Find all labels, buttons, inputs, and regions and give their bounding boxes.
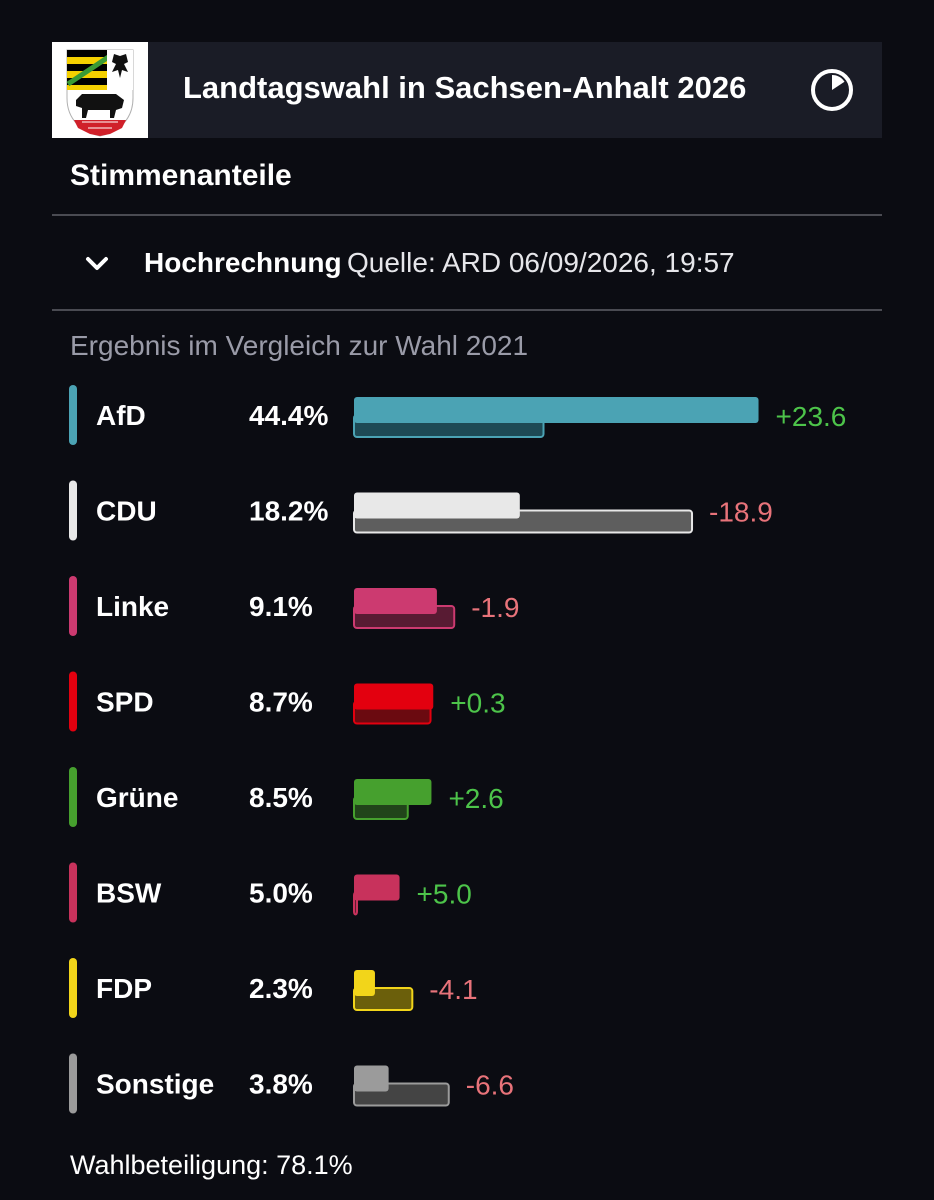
change-label: +5.0 bbox=[417, 879, 472, 910]
party-color-stripe bbox=[69, 385, 77, 445]
current-bar bbox=[354, 1065, 389, 1092]
current-bar bbox=[354, 970, 375, 996]
party-color-stripe bbox=[69, 1053, 77, 1114]
party-label: SPD bbox=[96, 687, 154, 718]
divider bbox=[52, 214, 882, 216]
header-bar: Landtagswahl in Sachsen-Anhalt 2026 bbox=[52, 42, 882, 138]
current-bar bbox=[354, 588, 437, 614]
coat-of-arms-icon bbox=[52, 42, 148, 138]
percent-label: 5.0% bbox=[249, 878, 313, 909]
divider bbox=[52, 309, 882, 311]
current-bar bbox=[354, 492, 520, 519]
party-label: Linke bbox=[96, 591, 169, 622]
turnout-text: Wahlbeteiligung: 78.1% bbox=[70, 1150, 353, 1180]
percent-label: 18.2% bbox=[249, 496, 328, 527]
percent-label: 9.1% bbox=[249, 591, 313, 622]
timer-icon[interactable] bbox=[808, 66, 856, 114]
percent-label: 8.5% bbox=[249, 782, 313, 813]
percent-label: 2.3% bbox=[249, 973, 313, 1004]
percent-label: 8.7% bbox=[249, 687, 313, 718]
party-color-stripe bbox=[69, 576, 77, 636]
section-title: Stimmenanteile bbox=[70, 159, 292, 192]
results-bar-chart: AfD 44.4% +23.6 CDU 18.2% -18.9 Linke 9.1% -1.9 S… bbox=[69, 385, 847, 1114]
change-label: -1.9 bbox=[471, 592, 519, 623]
party-label: Sonstige bbox=[96, 1069, 214, 1100]
page-title: Landtagswahl in Sachsen-Anhalt 2026 bbox=[183, 70, 747, 105]
party-color-stripe bbox=[69, 767, 77, 827]
percent-label: 3.8% bbox=[249, 1069, 313, 1100]
projection-source: Quelle: ARD 06/09/2026, 19:57 bbox=[347, 247, 735, 278]
current-bar bbox=[354, 397, 759, 423]
change-label: -4.1 bbox=[429, 974, 477, 1005]
projection-label: Hochrechnung bbox=[144, 247, 342, 278]
change-label: -6.6 bbox=[466, 1070, 514, 1101]
chevron-down-icon bbox=[86, 257, 108, 270]
change-label: +23.6 bbox=[776, 401, 847, 432]
party-color-stripe bbox=[69, 671, 77, 732]
party-label: BSW bbox=[96, 878, 162, 909]
party-label: CDU bbox=[96, 496, 157, 527]
change-label: +2.6 bbox=[448, 783, 503, 814]
change-label: -18.9 bbox=[709, 497, 773, 528]
election-card: Landtagswahl in Sachsen-Anhalt 2026 Stim… bbox=[52, 42, 882, 1200]
party-label: AfD bbox=[96, 400, 146, 431]
party-color-stripe bbox=[69, 958, 77, 1018]
current-bar bbox=[354, 683, 434, 710]
chart-subtitle: Ergebnis im Vergleich zur Wahl 2021 bbox=[70, 330, 529, 361]
party-color-stripe bbox=[69, 862, 77, 923]
party-label: Grüne bbox=[96, 782, 178, 813]
party-color-stripe bbox=[69, 480, 77, 541]
current-bar bbox=[354, 874, 400, 901]
current-bar bbox=[354, 779, 432, 805]
party-label: FDP bbox=[96, 973, 152, 1004]
projection-dropdown[interactable]: Hochrechnung Quelle: ARD 06/09/2026, 19:… bbox=[82, 242, 842, 286]
percent-label: 44.4% bbox=[249, 400, 328, 431]
change-label: +0.3 bbox=[450, 688, 505, 719]
